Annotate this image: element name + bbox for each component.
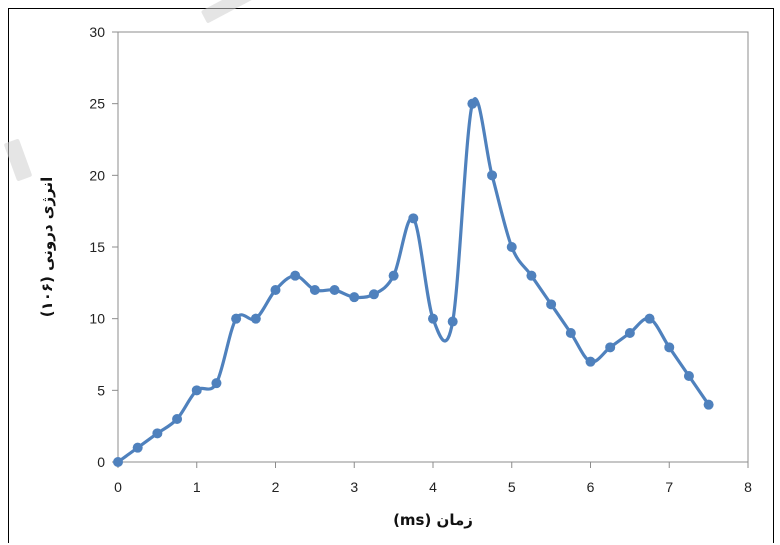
y-tick-label: 5 [97,382,105,398]
x-tick-label: 3 [350,479,358,495]
data-point [507,242,517,252]
data-point [684,371,694,381]
data-point [605,342,615,352]
data-point [152,428,162,438]
plot-area [118,32,748,462]
data-point [369,289,379,299]
data-point [625,328,635,338]
data-point [172,414,182,424]
x-tick-label: 0 [114,479,122,495]
y-tick-label: 10 [89,311,105,327]
data-point [133,443,143,453]
data-point [192,385,202,395]
x-tick-label: 8 [744,479,752,495]
x-tick-labels: 0 1 2 3 4 5 6 7 8 [114,479,752,495]
data-point [428,314,438,324]
y-tick-labels: 0 5 10 15 20 25 30 [89,24,105,470]
data-point [467,99,477,109]
y-tick-label: 20 [89,167,105,183]
x-tick-label: 4 [429,479,437,495]
x-tick-label: 1 [193,479,201,495]
data-point [113,457,123,467]
data-point [526,271,536,281]
x-tick-label: 7 [665,479,673,495]
data-point [566,328,576,338]
data-point [349,292,359,302]
y-tick-label: 25 [89,96,105,112]
x-axis-title: زمان (ms) [393,511,473,529]
data-point [448,317,458,327]
data-point [664,342,674,352]
data-point [251,314,261,324]
y-tick-label: 15 [89,239,105,255]
data-point [330,285,340,295]
x-tick-label: 5 [508,479,516,495]
data-point [211,378,221,388]
data-point [546,299,556,309]
data-point [271,285,281,295]
y-tick-label: 0 [97,454,105,470]
x-tick-label: 2 [272,479,280,495]
data-point [290,271,300,281]
data-point [704,400,714,410]
data-point [586,357,596,367]
y-tick-label: 30 [89,24,105,40]
x-tick-label: 6 [587,479,595,495]
data-point [645,314,655,324]
data-point [231,314,241,324]
data-point [310,285,320,295]
data-point [408,213,418,223]
y-axis-title: انرژی درونی (۱۰۶) [38,177,56,318]
data-point [487,170,497,180]
data-point [389,271,399,281]
